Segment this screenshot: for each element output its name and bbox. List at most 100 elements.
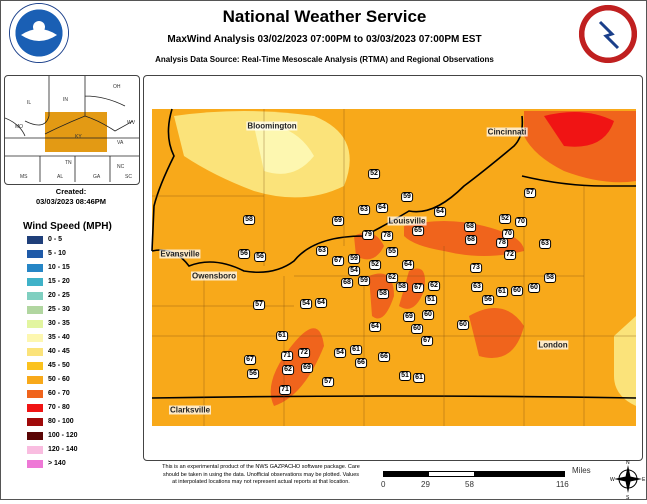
station-wind-value[interactable]: 60 <box>528 283 540 293</box>
legend-item: 70 - 80 <box>27 403 70 412</box>
station-wind-value[interactable]: 63 <box>316 246 328 256</box>
station-wind-value[interactable]: 78 <box>496 238 508 248</box>
legend-swatch <box>27 403 43 412</box>
station-wind-value[interactable]: 64 <box>369 322 381 332</box>
station-wind-value[interactable]: 66 <box>355 358 367 368</box>
station-wind-value[interactable]: 79 <box>362 230 374 240</box>
station-wind-value[interactable]: 69 <box>403 312 415 322</box>
station-wind-value[interactable]: 57 <box>524 188 536 198</box>
station-wind-value[interactable]: 52 <box>369 260 381 270</box>
station-wind-value[interactable]: 52 <box>499 214 511 224</box>
station-wind-value[interactable]: 61 <box>413 373 425 383</box>
legend-swatch <box>27 431 43 440</box>
city-label: Louisville <box>387 216 427 226</box>
station-wind-value[interactable]: 59 <box>358 276 370 286</box>
station-wind-value[interactable]: 69 <box>301 363 313 373</box>
station-wind-value[interactable]: 70 <box>502 229 514 239</box>
legend-item: 15 - 20 <box>27 277 70 286</box>
legend-label: 30 - 35 <box>48 320 70 327</box>
legend-label: 35 - 40 <box>48 334 70 341</box>
station-wind-value[interactable]: 54 <box>334 348 346 358</box>
created-label: Created: <box>55 187 87 196</box>
station-wind-value[interactable]: 72 <box>504 250 516 260</box>
station-wind-value[interactable]: 73 <box>470 263 482 273</box>
station-wind-value[interactable]: 64 <box>315 298 327 308</box>
station-wind-value[interactable]: 57 <box>253 300 265 310</box>
station-wind-value[interactable]: 59 <box>401 192 413 202</box>
station-wind-value[interactable]: 70 <box>515 217 527 227</box>
station-wind-value[interactable]: 59 <box>348 254 360 264</box>
station-wind-value[interactable]: 61 <box>276 331 288 341</box>
station-wind-value[interactable]: 62 <box>282 365 294 375</box>
legend-label: 50 - 60 <box>48 376 70 383</box>
legend-label: 70 - 80 <box>48 404 70 411</box>
station-wind-value[interactable]: 56 <box>247 369 259 379</box>
station-wind-value[interactable]: 69 <box>332 216 344 226</box>
station-wind-value[interactable]: 71 <box>279 385 291 395</box>
legend-item: 120 - 140 <box>27 445 78 454</box>
station-wind-value[interactable]: 67 <box>244 355 256 365</box>
legend-swatch <box>27 347 43 356</box>
station-wind-value[interactable]: 57 <box>322 377 334 387</box>
station-wind-value[interactable]: 68 <box>341 278 353 288</box>
legend-label: 0 - 5 <box>48 236 63 243</box>
station-wind-value[interactable]: 60 <box>457 320 469 330</box>
station-wind-value[interactable]: 55 <box>386 247 398 257</box>
state-label: SC <box>125 174 132 180</box>
station-wind-value[interactable]: 67 <box>412 283 424 293</box>
nws-logo <box>578 4 638 64</box>
station-wind-value[interactable]: 56 <box>238 249 250 259</box>
compass-e: E <box>642 477 646 483</box>
station-wind-value[interactable]: 52 <box>368 169 380 179</box>
station-wind-value[interactable]: 62 <box>428 281 440 291</box>
station-wind-value[interactable]: 63 <box>358 205 370 215</box>
station-wind-value[interactable]: 60 <box>411 324 423 334</box>
station-wind-value[interactable]: 58 <box>377 289 389 299</box>
station-wind-value[interactable]: 78 <box>381 231 393 241</box>
station-wind-value[interactable]: 68 <box>465 235 477 245</box>
station-wind-value[interactable]: 67 <box>332 256 344 266</box>
station-wind-value[interactable]: 60 <box>511 286 523 296</box>
station-wind-value[interactable]: 62 <box>386 273 398 283</box>
station-wind-value[interactable]: 54 <box>300 299 312 309</box>
station-wind-value[interactable]: 58 <box>544 273 556 283</box>
station-wind-value[interactable]: 58 <box>243 215 255 225</box>
station-wind-value[interactable]: 61 <box>350 345 362 355</box>
state-label: AL <box>57 174 63 180</box>
station-wind-value[interactable]: 64 <box>402 260 414 270</box>
state-label: IL <box>27 100 31 106</box>
station-wind-value[interactable]: 60 <box>422 310 434 320</box>
station-wind-value[interactable]: 61 <box>496 287 508 297</box>
station-wind-value[interactable]: 65 <box>412 226 424 236</box>
station-wind-value[interactable]: 63 <box>471 282 483 292</box>
station-wind-value[interactable]: 56 <box>482 295 494 305</box>
station-wind-value[interactable]: 56 <box>254 252 266 262</box>
legend-label: 20 - 25 <box>48 292 70 299</box>
scale-tick: 58 <box>465 480 474 489</box>
station-wind-value[interactable]: 68 <box>464 222 476 232</box>
scale-bar <box>383 471 565 477</box>
noaa-logo <box>9 3 69 63</box>
wind-map[interactable]: Bloomington Cincinnati Louisville Evansvill… <box>143 75 643 461</box>
station-wind-value[interactable]: 64 <box>434 207 446 217</box>
station-wind-value[interactable]: 58 <box>396 282 408 292</box>
station-wind-value[interactable]: 72 <box>298 348 310 358</box>
city-label: Cincinnati <box>486 127 528 137</box>
station-wind-value[interactable]: 66 <box>378 352 390 362</box>
station-wind-value[interactable]: 51 <box>425 295 437 305</box>
station-wind-value[interactable]: 67 <box>421 336 433 346</box>
station-wind-value[interactable]: 54 <box>348 266 360 276</box>
legend-label: 5 - 10 <box>48 250 66 257</box>
disclaimer: This is an experimental product of the N… <box>162 464 360 485</box>
station-wind-value[interactable]: 51 <box>399 371 411 381</box>
station-wind-value[interactable]: 71 <box>281 351 293 361</box>
compass-n: N <box>626 460 630 466</box>
legend-swatch <box>27 389 43 398</box>
scale-tick: 116 <box>556 480 569 489</box>
scale-tick: 0 <box>381 480 386 489</box>
station-wind-value[interactable]: 64 <box>376 203 388 213</box>
legend-swatch <box>27 417 43 426</box>
compass-w: W <box>610 477 615 483</box>
legend-item: 100 - 120 <box>27 431 78 440</box>
station-wind-value[interactable]: 63 <box>539 239 551 249</box>
